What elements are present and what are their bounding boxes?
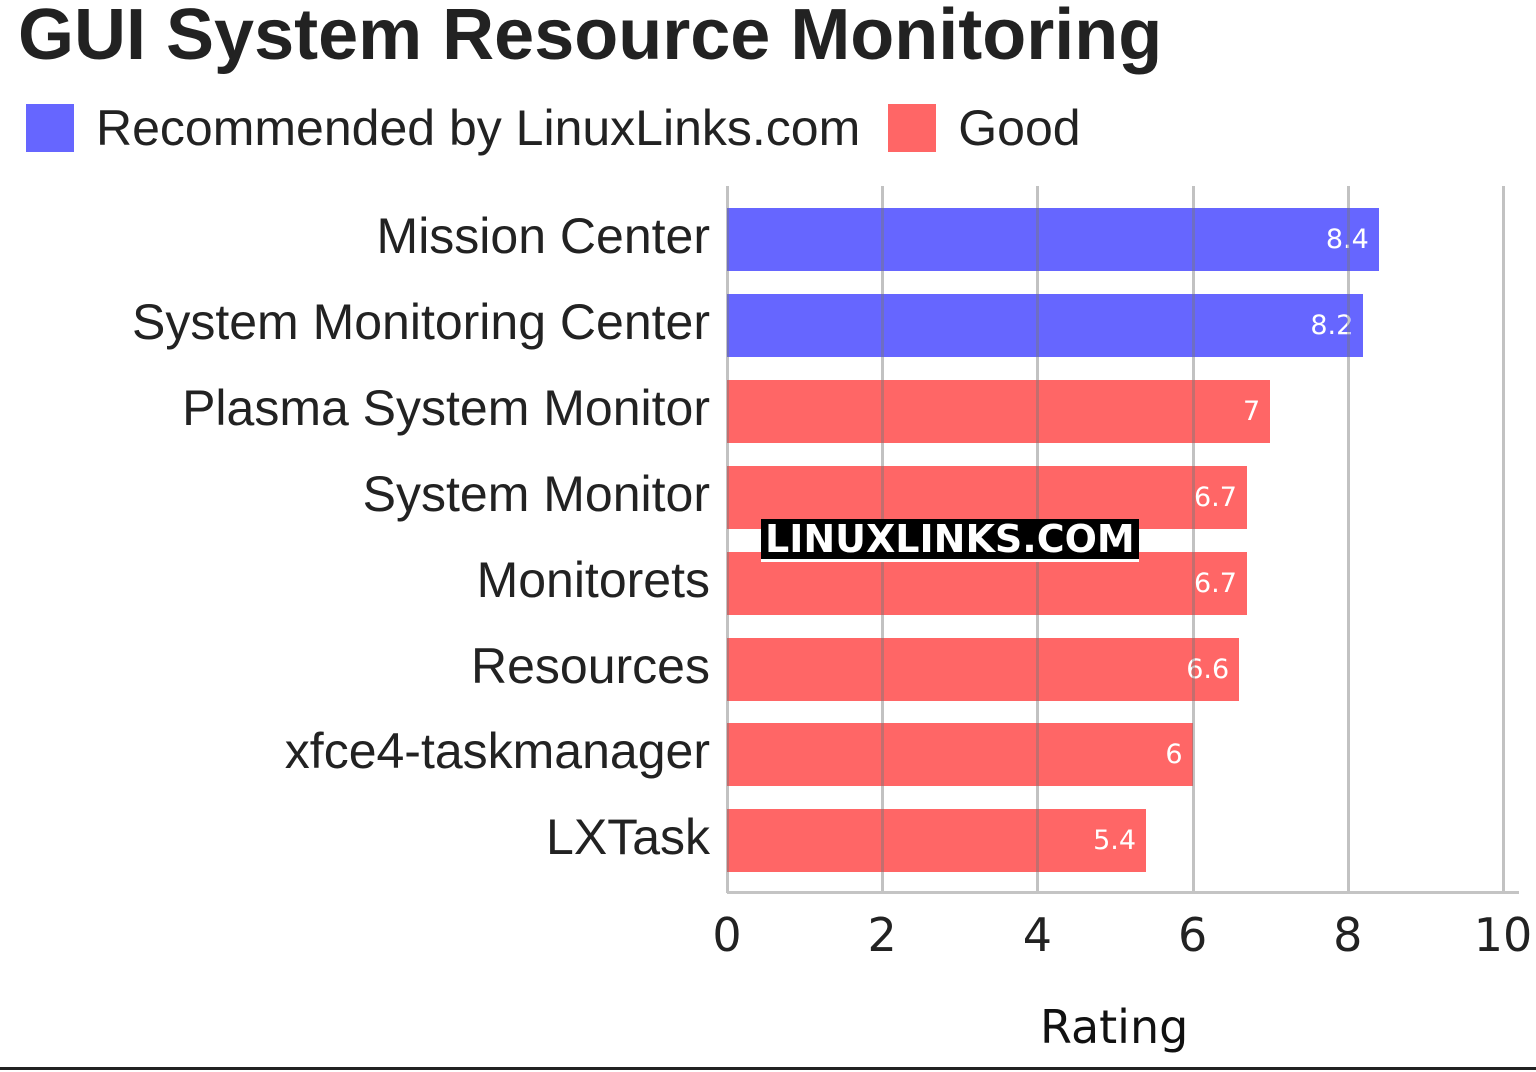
- bottom-divider: [0, 1067, 1536, 1070]
- legend-item-good: Good: [888, 99, 1081, 157]
- gridline: [1346, 186, 1350, 893]
- legend-item-recommended: Recommended by LinuxLinks.com: [26, 99, 860, 157]
- category-label: Monitorets: [476, 551, 710, 608]
- category-label: Mission Center: [376, 208, 710, 264]
- x-tick-label: 4: [1022, 908, 1053, 962]
- watermark: LINUXLINKS.COM: [761, 519, 1139, 562]
- category-label: Resources: [471, 637, 710, 694]
- bar-value-label: 5.4: [1093, 825, 1137, 857]
- category-label: System Monitoring Center: [131, 293, 710, 350]
- legend-swatch-recommended: [26, 104, 74, 152]
- bar: 6.6: [727, 637, 1240, 701]
- legend-label-good: Good: [958, 100, 1081, 156]
- bar: 7: [727, 379, 1271, 443]
- category-label: xfce4-taskmanager: [284, 723, 710, 780]
- x-tick-label: 6: [1177, 908, 1208, 962]
- plot-area: 8.4 8.2 7 6.7 6.7 6.6 6 5.4: [726, 186, 1505, 893]
- x-axis-line: [727, 891, 1519, 894]
- bar: 5.4: [727, 809, 1147, 873]
- x-tick-label: 2: [867, 908, 897, 962]
- chart-title: GUI System Resource Monitoring: [18, 0, 1163, 75]
- legend-label-recommended: Recommended by LinuxLinks.com: [96, 100, 861, 156]
- gridline: [726, 186, 729, 893]
- bar-value-label: 6.7: [1193, 481, 1237, 513]
- legend-swatch-good: [888, 104, 937, 152]
- bar-value-label: 6: [1165, 739, 1183, 771]
- x-axis-label: Rating: [1040, 1000, 1189, 1054]
- bar-value-label: 6.6: [1186, 653, 1230, 685]
- gridline: [1502, 186, 1505, 893]
- bar: 6.7: [727, 551, 1247, 615]
- bar: 6.7: [727, 465, 1247, 529]
- category-label: Plasma System Monitor: [182, 379, 710, 436]
- gridline: [1191, 186, 1195, 893]
- bar-value-label: 8.4: [1325, 224, 1369, 255]
- category-label: System Monitor: [362, 465, 710, 522]
- legend: Recommended by LinuxLinks.com Good: [26, 100, 1109, 156]
- bar-value-label: 6.7: [1193, 567, 1237, 599]
- x-tick-label: 8: [1333, 908, 1363, 962]
- bar-value-label: 7: [1243, 395, 1261, 427]
- category-label: LXTask: [546, 809, 710, 866]
- x-tick-label: 0: [712, 908, 742, 962]
- x-tick-label: 10: [1473, 908, 1533, 962]
- bar: 8.2: [727, 293, 1364, 357]
- bar-value-label: 8.2: [1310, 309, 1354, 341]
- bar: 8.4: [727, 208, 1379, 271]
- bar: 6: [727, 723, 1193, 787]
